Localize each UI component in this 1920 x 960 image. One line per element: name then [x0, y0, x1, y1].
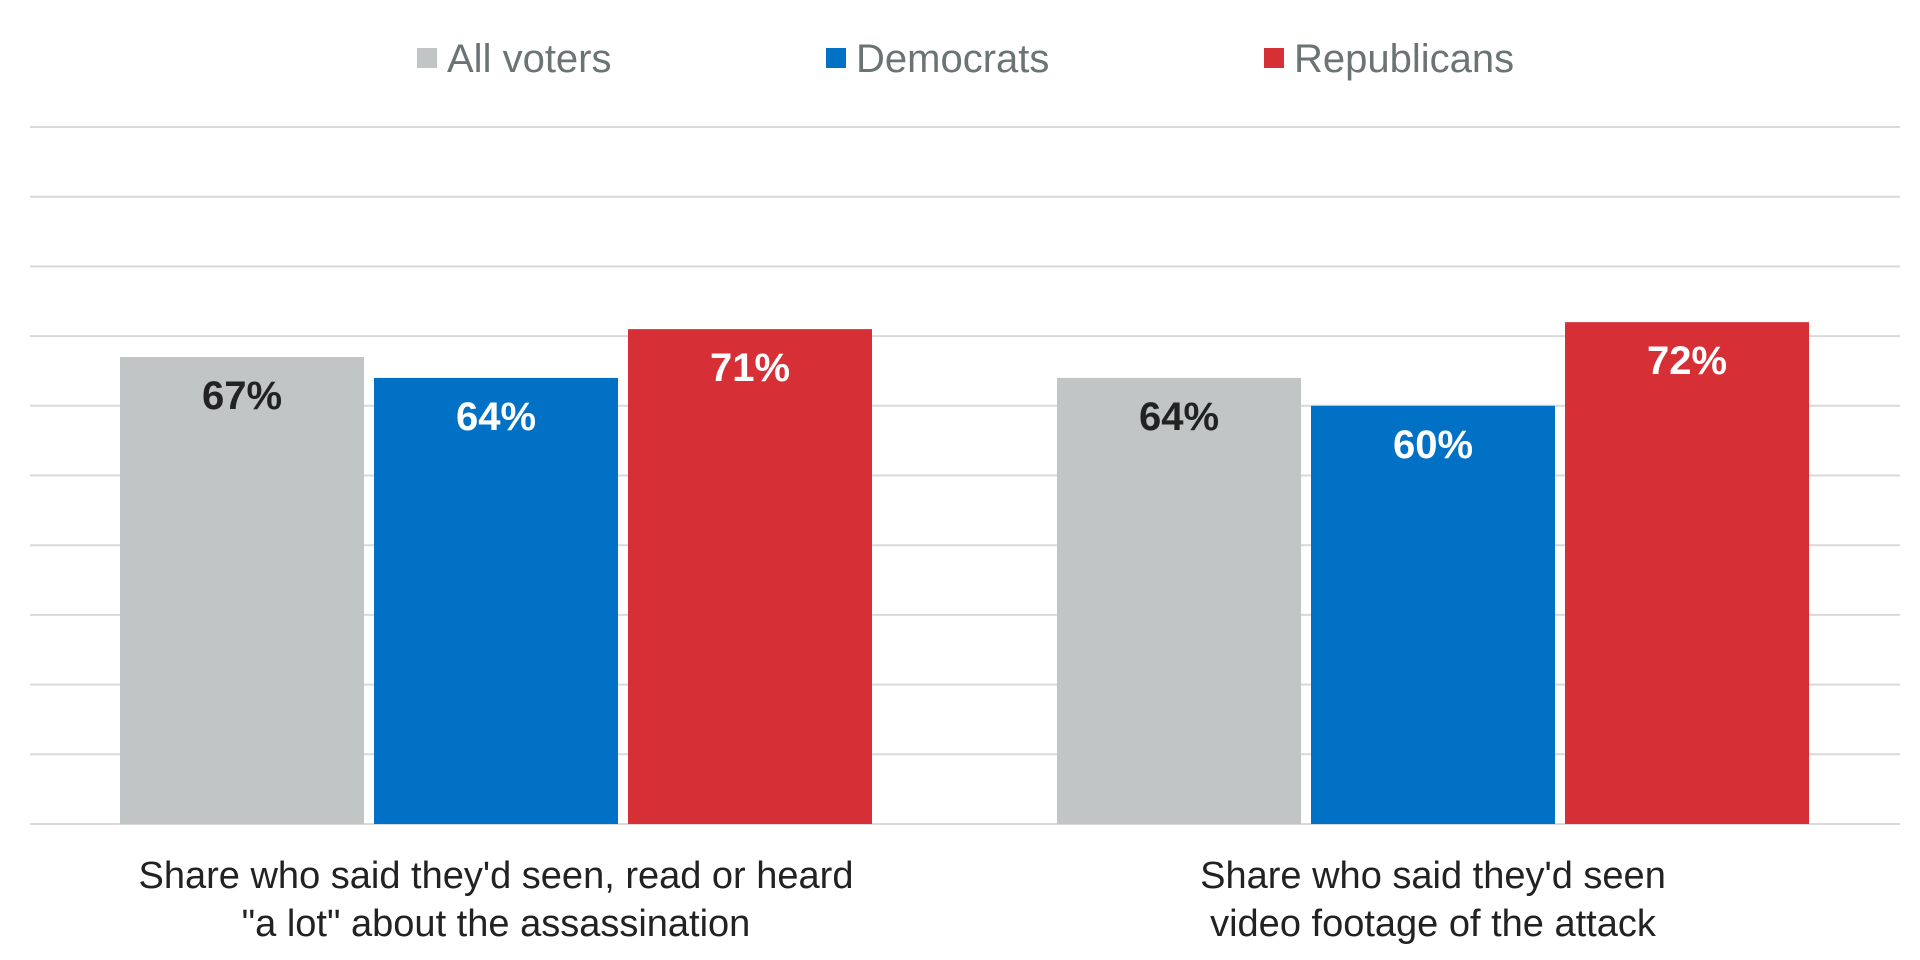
category-label: Share who said they'd seen — [1200, 855, 1666, 897]
category-label: video footage of the attack — [1210, 903, 1657, 945]
data-label: 72% — [1647, 339, 1727, 383]
legend-label: All voters — [447, 37, 612, 81]
bar-democrats-1 — [374, 377, 618, 824]
data-label: 60% — [1393, 423, 1473, 467]
legend-swatch — [417, 48, 437, 68]
category-labels: Share who said they'd seen, read or hear… — [139, 855, 1666, 945]
bar-all-voters-2 — [1057, 377, 1301, 824]
data-label: 67% — [202, 374, 282, 418]
legend-label: Democrats — [856, 37, 1049, 81]
bar-all-voters-1 — [120, 357, 364, 824]
legend-label: Republicans — [1294, 37, 1514, 81]
legend-swatch — [826, 48, 846, 68]
data-label: 64% — [456, 395, 536, 439]
bar-democrats-2 — [1311, 405, 1555, 824]
data-label: 71% — [710, 346, 790, 390]
category-label: Share who said they'd seen, read or hear… — [139, 855, 854, 897]
bars: 67% 64% 71% 64% 60% 72% — [120, 322, 1809, 824]
data-label: 64% — [1139, 395, 1219, 439]
category-label: "a lot" about the assassination — [242, 903, 751, 945]
legend: All voters Democrats Republicans — [417, 37, 1514, 81]
legend-swatch — [1264, 48, 1284, 68]
bar-republicans-1 — [628, 329, 872, 824]
bar-republicans-2 — [1565, 322, 1809, 824]
